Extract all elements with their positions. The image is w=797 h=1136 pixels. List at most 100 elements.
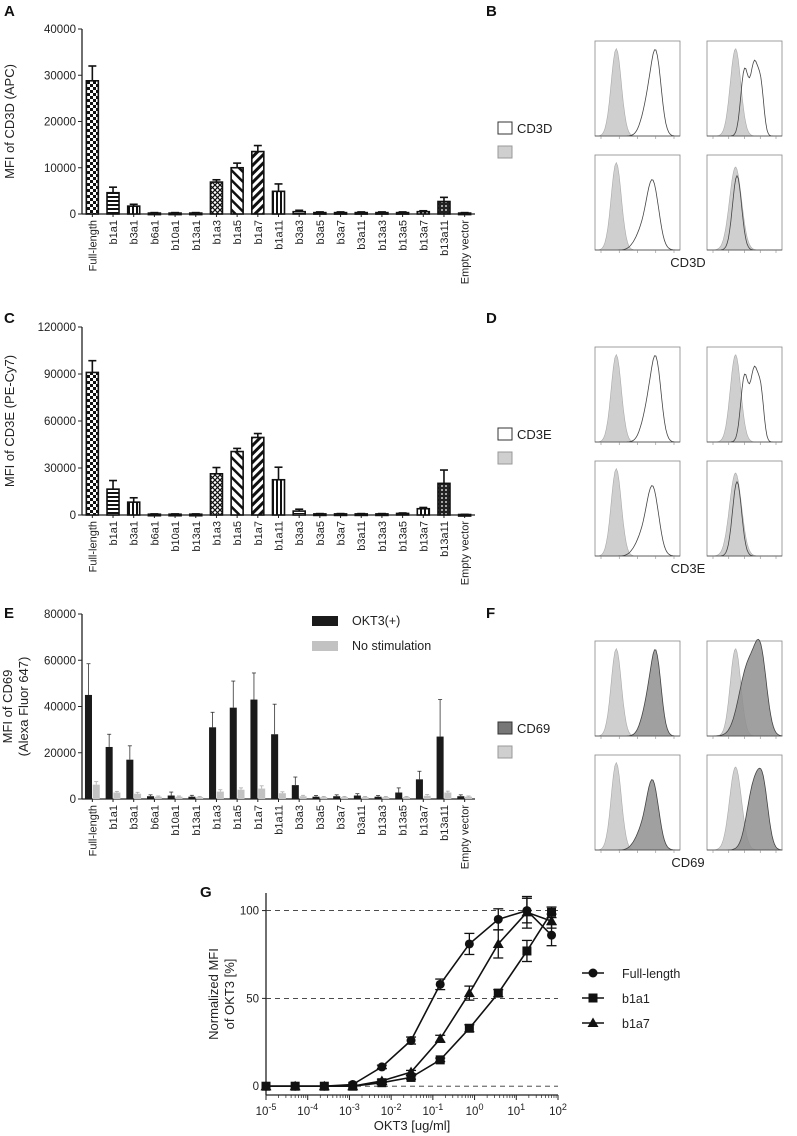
x-tick-label: b3a3 (294, 805, 306, 829)
x-tick-label: b1a1 (108, 220, 120, 244)
x-tick-label: b6a1 (149, 805, 161, 829)
bar-okt3 (333, 796, 341, 799)
x-tick-label: b1a3 (211, 521, 223, 545)
panel-label-e: E (4, 605, 14, 622)
data-point-triangle (347, 1080, 359, 1091)
x-tick-label: Empty vector (460, 521, 472, 586)
bar-nostim (382, 797, 390, 799)
bar-okt3 (436, 736, 444, 799)
data-point-circle (547, 930, 557, 940)
marker-histogram (707, 480, 782, 557)
series-line-triangle (266, 911, 552, 1087)
panel-label-f: F (486, 605, 495, 622)
x-axis-marker-label: CD69 (671, 855, 704, 870)
bar-nostim (278, 793, 286, 799)
marker-histogram (707, 767, 783, 851)
bar-nostim (465, 796, 473, 799)
x-tick-label: b1a5 (232, 220, 244, 244)
x-tick-label: 10-5 (256, 1102, 277, 1118)
y-axis-title: MFI of CD69 (0, 670, 15, 744)
x-tick-label: b3a7 (336, 220, 348, 244)
bar (85, 80, 100, 215)
data-point-triangle (492, 938, 504, 948)
x-tick-label: Empty vector (460, 220, 472, 285)
x-tick-label: b6a1 (149, 220, 161, 244)
bar-nostim (340, 797, 348, 799)
bar (437, 200, 451, 215)
x-tick-label: 102 (549, 1102, 567, 1118)
legend-label: Full-length (622, 967, 680, 981)
panel-label-c: C (4, 310, 15, 327)
bar-okt3 (374, 796, 382, 799)
y-tick-label: 0 (70, 209, 76, 221)
marker-histogram (595, 779, 680, 851)
x-tick-label: b13a7 (418, 220, 430, 251)
y-tick-label: 40000 (44, 702, 76, 714)
x-tick-label: b3a11 (356, 521, 368, 551)
legend-swatch-isotype (497, 145, 513, 159)
bar-nostim (320, 797, 328, 799)
bar (416, 210, 431, 215)
x-tick-label: b13a11 (439, 220, 451, 256)
x-tick-label: b3a11 (356, 805, 368, 835)
bar (209, 472, 224, 516)
y-tick-label: 120000 (38, 322, 76, 334)
x-tick-label: b13a7 (418, 521, 430, 552)
data-point-triangle (434, 1033, 446, 1043)
x-axis-title: OKT3 [ug/ml] (374, 1118, 451, 1133)
marker-histogram (595, 49, 680, 137)
bar-nostim (92, 784, 100, 799)
x-tick-label: b13a5 (398, 805, 410, 836)
bar (147, 513, 162, 517)
x-tick-label: b3a1 (129, 805, 141, 829)
x-tick-label: b1a5 (232, 805, 244, 829)
bar-nostim (154, 796, 162, 799)
x-tick-label: b13a3 (377, 220, 389, 251)
x-tick-label: b3a5 (315, 521, 327, 545)
bar (354, 513, 369, 517)
legend-marker (587, 1017, 599, 1027)
x-tick-label: b3a1 (129, 220, 141, 244)
facs-f-cd69: CD69 CD69 (497, 638, 783, 870)
x-tick-label: b1a3 (211, 220, 223, 244)
bar-okt3 (167, 795, 175, 799)
bar (251, 150, 265, 215)
x-tick-label: b10a1 (170, 220, 182, 251)
x-tick-label: Empty vector (460, 805, 472, 870)
x-tick-label: 101 (507, 1102, 525, 1118)
bar-okt3 (353, 795, 361, 799)
y-tick-label: 10000 (44, 163, 76, 175)
panel-label-d: D (486, 310, 497, 327)
x-tick-label: Full-length (87, 805, 99, 856)
x-tick-label: b3a11 (356, 220, 368, 250)
marker-histogram (707, 638, 783, 737)
bar-nostim (361, 797, 369, 799)
bar-nostim (134, 793, 142, 799)
legend-swatch-marker (497, 427, 513, 441)
x-tick-label: b6a1 (149, 521, 161, 545)
data-point-triangle (463, 987, 475, 998)
y-tick-label: 30000 (44, 70, 76, 82)
bar (457, 513, 472, 517)
bar (395, 211, 410, 215)
bar (313, 211, 327, 215)
x-tick-label: b13a1 (191, 805, 203, 836)
x-tick-label: b13a11 (439, 521, 451, 557)
data-point-circle (435, 979, 445, 989)
x-tick-label: b13a11 (439, 805, 451, 841)
y-tick-label: 50 (246, 993, 259, 1005)
marker-histogram (707, 174, 782, 251)
x-tick-label: b3a7 (336, 521, 348, 545)
x-tick-label: b1a11 (274, 220, 286, 250)
x-tick-label: Full-length (87, 521, 99, 572)
bar (106, 488, 120, 516)
bar-okt3 (312, 796, 320, 799)
bar (188, 212, 203, 216)
bar-okt3 (126, 759, 134, 799)
x-tick-label: b1a11 (274, 521, 286, 551)
y-tick-label: 0 (70, 794, 76, 806)
marker-histogram (707, 59, 782, 137)
x-tick-label: 10-3 (339, 1102, 360, 1118)
x-tick-label: b3a1 (129, 521, 141, 545)
